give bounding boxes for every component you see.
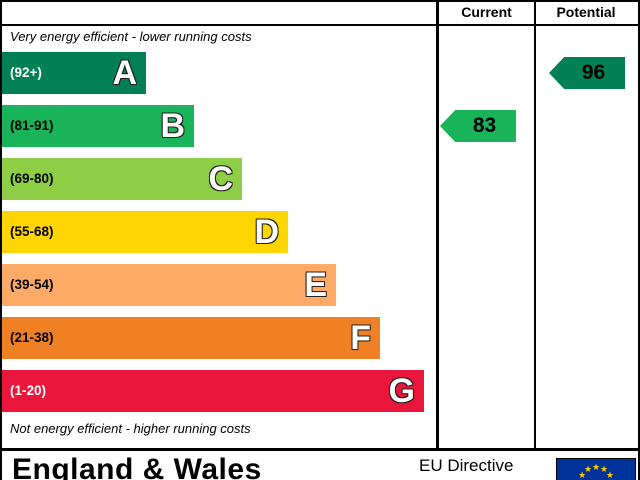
band-g: (1-20) G [2, 370, 424, 412]
band-g-range: (1-20) [10, 383, 47, 398]
band-c-letter: C [208, 160, 233, 198]
top-border [0, 0, 640, 2]
current-rating-value: 83 [472, 114, 497, 137]
band-c: (69-80) C [2, 158, 242, 200]
rating-bands: (92+) A (81-91) B (69-80) C (55-68) D (3… [2, 52, 424, 423]
footer-divider [0, 448, 640, 451]
band-c-range: (69-80) [10, 171, 54, 186]
band-f: (21-38) F [2, 317, 380, 359]
left-border [0, 0, 2, 480]
band-e: (39-54) E [2, 264, 336, 306]
band-a-range: (92+) [10, 65, 42, 80]
eu-flag-icon: ★★★★★★★★★★★★ [556, 458, 636, 480]
band-b-letter: B [160, 107, 185, 145]
potential-column-header: Potential [556, 4, 616, 20]
band-e-letter: E [304, 266, 327, 304]
chart-current-divider [436, 0, 439, 448]
region-label: England & Wales [12, 453, 262, 480]
potential-rating-arrow: 96 [549, 57, 625, 89]
top-note: Very energy efficient - lower running co… [10, 29, 252, 44]
band-d: (55-68) D [2, 211, 288, 253]
band-f-letter: F [350, 319, 371, 357]
eu-directive-label: EU Directive [419, 456, 514, 475]
band-a-letter: A [112, 54, 137, 92]
right-border [638, 0, 640, 480]
current-rating-arrow: 83 [440, 110, 516, 142]
band-e-range: (39-54) [10, 277, 54, 292]
band-f-range: (21-38) [10, 330, 54, 345]
band-d-letter: D [254, 213, 279, 251]
bottom-note: Not energy efficient - higher running co… [10, 421, 251, 436]
band-g-letter: G [388, 372, 415, 410]
current-column-header: Current [461, 4, 512, 20]
band-a: (92+) A [2, 52, 146, 94]
potential-rating-value: 96 [581, 61, 606, 84]
band-d-range: (55-68) [10, 224, 54, 239]
band-b: (81-91) B [2, 105, 194, 147]
band-b-range: (81-91) [10, 118, 54, 133]
current-potential-divider [534, 0, 536, 448]
header-divider [0, 24, 640, 26]
